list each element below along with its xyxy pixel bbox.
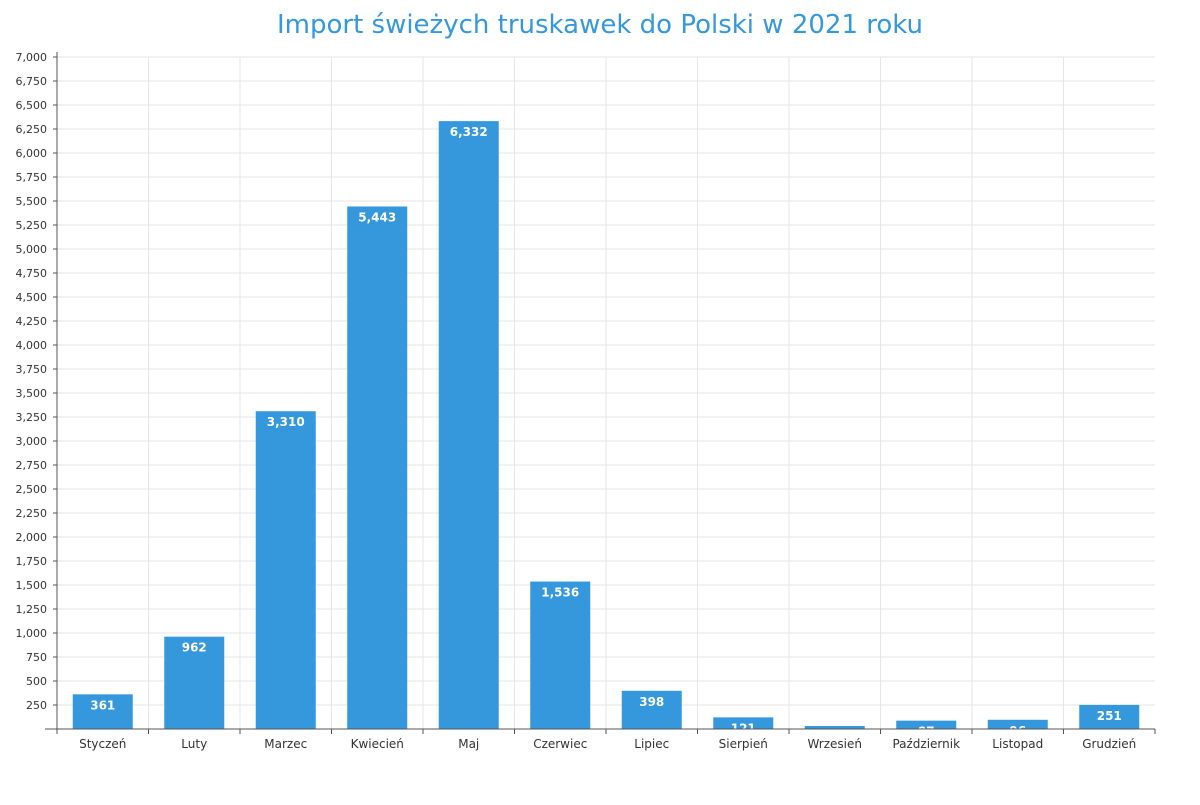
y-tick-label: 1,250 bbox=[16, 603, 48, 616]
y-tick-label: 6,250 bbox=[16, 123, 48, 136]
y-tick-label: 5,250 bbox=[16, 219, 48, 232]
bar bbox=[347, 206, 408, 730]
bar bbox=[164, 636, 225, 729]
y-tick-label: 750 bbox=[26, 651, 47, 664]
y-tick-label: 6,000 bbox=[16, 147, 48, 160]
y-tick-label: 1,000 bbox=[16, 627, 48, 640]
y-tick-label: 6,750 bbox=[16, 75, 48, 88]
bar-value-label: 6,332 bbox=[450, 125, 488, 139]
bar bbox=[530, 581, 591, 729]
y-tick-label: 1,500 bbox=[16, 579, 48, 592]
bar-value-label: 121 bbox=[731, 721, 756, 735]
x-tick-label: Grudzień bbox=[1082, 737, 1136, 751]
bar bbox=[804, 726, 865, 729]
y-tick-label: 250 bbox=[26, 699, 47, 712]
y-tick-label: 4,750 bbox=[16, 267, 48, 280]
x-tick-label: Sierpień bbox=[719, 737, 768, 751]
chart-title: Import świeżych truskawek do Polski w 20… bbox=[276, 10, 924, 40]
x-tick-label: Listopad bbox=[992, 737, 1043, 751]
y-tick-label: 4,000 bbox=[16, 339, 48, 352]
x-tick-label: Czerwiec bbox=[533, 737, 587, 751]
y-tick-label: 5,500 bbox=[16, 195, 48, 208]
y-tick-label: 1,750 bbox=[16, 555, 48, 568]
x-tick-label: Luty bbox=[181, 737, 207, 751]
x-tick-label: Kwiecień bbox=[351, 737, 404, 751]
x-tick-label: Marzec bbox=[264, 737, 307, 751]
bar-value-label: 361 bbox=[90, 698, 115, 712]
bar bbox=[72, 694, 133, 729]
y-tick-label: 7,000 bbox=[16, 51, 48, 64]
bar-value-label: 398 bbox=[639, 695, 664, 709]
x-tick-label: Maj bbox=[458, 737, 479, 751]
bar-value-label: 3,310 bbox=[267, 415, 305, 429]
y-tick-label: 2,250 bbox=[16, 507, 48, 520]
bar-value-label: 1,536 bbox=[541, 586, 579, 600]
y-tick-label: 4,250 bbox=[16, 315, 48, 328]
bar-value-label: 962 bbox=[182, 641, 207, 655]
y-tick-label: 3,500 bbox=[16, 387, 48, 400]
y-tick-label: 3,250 bbox=[16, 411, 48, 424]
x-tick-label: Październik bbox=[892, 737, 960, 751]
x-tick-label: Styczeń bbox=[79, 737, 126, 751]
bar bbox=[896, 720, 957, 729]
bar-value-label: 96 bbox=[1009, 724, 1026, 738]
bar bbox=[713, 717, 774, 729]
y-tick-label: 4,500 bbox=[16, 291, 48, 304]
bar bbox=[1079, 704, 1140, 729]
y-tick-label: 500 bbox=[26, 675, 47, 688]
x-tick-label: Lipiec bbox=[634, 737, 669, 751]
y-tick-label: 2,500 bbox=[16, 483, 48, 496]
x-tick-label: Wrzesień bbox=[807, 737, 862, 751]
bar-value-label: 251 bbox=[1097, 709, 1122, 723]
bar bbox=[438, 121, 499, 730]
y-tick-label: 6,500 bbox=[16, 99, 48, 112]
bar bbox=[621, 690, 682, 729]
bar-value-label: 87 bbox=[918, 725, 935, 739]
y-tick-label: 3,000 bbox=[16, 435, 48, 448]
bar bbox=[987, 719, 1048, 729]
y-tick-label: 2,750 bbox=[16, 459, 48, 472]
y-tick-label: 5,750 bbox=[16, 171, 48, 184]
y-tick-label: 3,750 bbox=[16, 363, 48, 376]
y-tick-label: 5,000 bbox=[16, 243, 48, 256]
y-tick-label: 2,000 bbox=[16, 531, 48, 544]
bar bbox=[255, 411, 316, 729]
bar-value-label: 5,443 bbox=[358, 210, 396, 224]
